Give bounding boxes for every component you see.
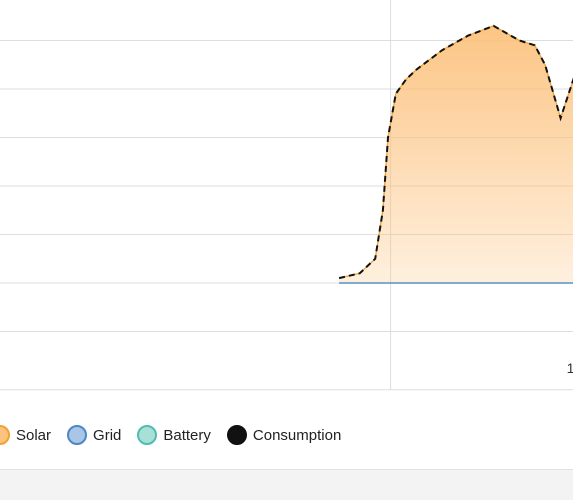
x-tick-label: 12:00 PM (567, 360, 573, 376)
legend-label-solar: Solar (16, 426, 52, 444)
legend-label-grid: Grid (93, 426, 122, 444)
legend-item-solar[interactable]: Solar (0, 425, 51, 445)
legend-swatch-solar (0, 425, 10, 445)
legend-label-consumption: Consumption (252, 426, 342, 444)
legend-swatch-grid (67, 425, 88, 445)
footer-strip (0, 469, 573, 500)
energy-chart: 12:00 PM4:00 PM8: (0, 0, 573, 391)
area-grid (339, 283, 573, 351)
legend-item-battery[interactable]: Battery (137, 425, 211, 445)
legend-swatch-consumption (226, 425, 247, 445)
legend-label-battery: Battery (163, 426, 211, 444)
line-consumption (338, 24, 573, 280)
chart-areas (339, 25, 573, 351)
line-grid (339, 282, 573, 284)
legend-item-grid[interactable]: Grid (67, 425, 121, 445)
chart-lines (338, 24, 573, 284)
legend-swatch-battery (137, 425, 158, 445)
line-battery (339, 282, 573, 284)
chart-legend: Solar Grid Battery Consumption (0, 422, 357, 448)
x-axis-tick-labels: 12:00 PM4:00 PM8: (567, 360, 573, 376)
legend-item-consumption[interactable]: Consumption (226, 425, 342, 445)
area-battery (339, 283, 573, 336)
area-solar (339, 25, 573, 283)
